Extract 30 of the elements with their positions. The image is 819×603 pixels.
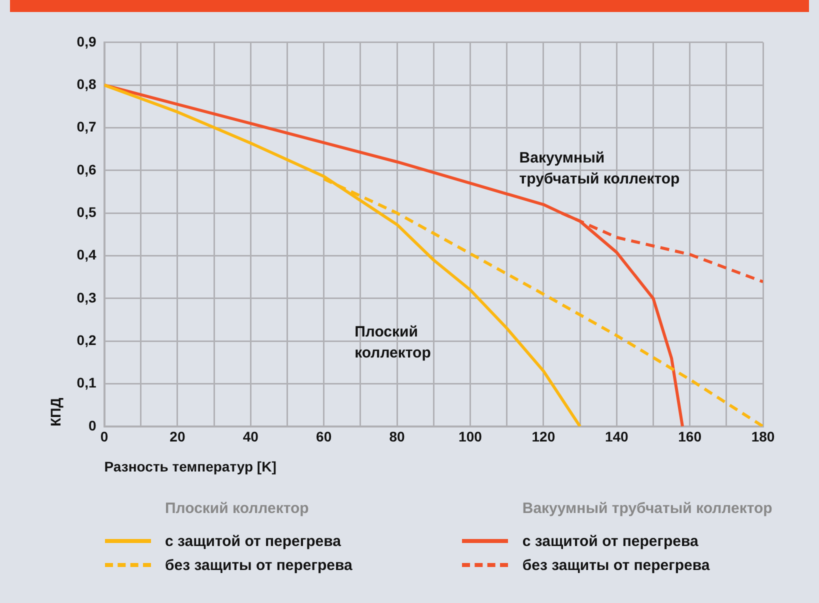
y-tick-label: 0,4 [76,246,96,263]
y-tick-label: 0,7 [76,118,96,135]
x-tick-label: 120 [532,428,556,445]
legend-label: с защитой от перегрева [165,532,342,550]
annotation: Вакуумный трубчатый коллектор [519,149,680,188]
legend-label: с защитой от перегрева [522,532,698,550]
annotation: Плоский коллектор [354,324,431,362]
x-tick-label: 140 [604,428,629,445]
y-tick-label: 0,2 [76,332,96,348]
text: Вакуумный трубчатый коллектор [522,500,772,517]
x-tick-label: 100 [458,428,482,445]
legend-label: без защиты от перегрева [522,556,710,574]
x-tick-label: 20 [170,428,186,445]
x-axis-title: Разность температур [K] [104,458,276,474]
x-tick-label: 80 [389,428,406,445]
x-tick-label: 60 [316,428,332,445]
y-tick-label: 0,1 [76,374,96,391]
y-tick-label: 0,8 [76,76,96,92]
text: Плоский коллектор [165,500,310,517]
y-tick-label: 0,5 [76,204,96,220]
y-tick-label: 0,6 [76,161,96,178]
x-tick-label: 40 [242,428,259,445]
y-axis-title: КПД [47,398,64,426]
x-tick-label: 0 [100,428,108,445]
legend-label: без защиты от перегрева [165,556,352,574]
y-tick-label: 0 [88,417,96,434]
x-tick-label: 160 [678,428,702,445]
y-tick-label: 0,3 [76,289,96,306]
x-tick-label: 180 [751,428,775,445]
y-tick-label: 0,9 [76,33,96,50]
